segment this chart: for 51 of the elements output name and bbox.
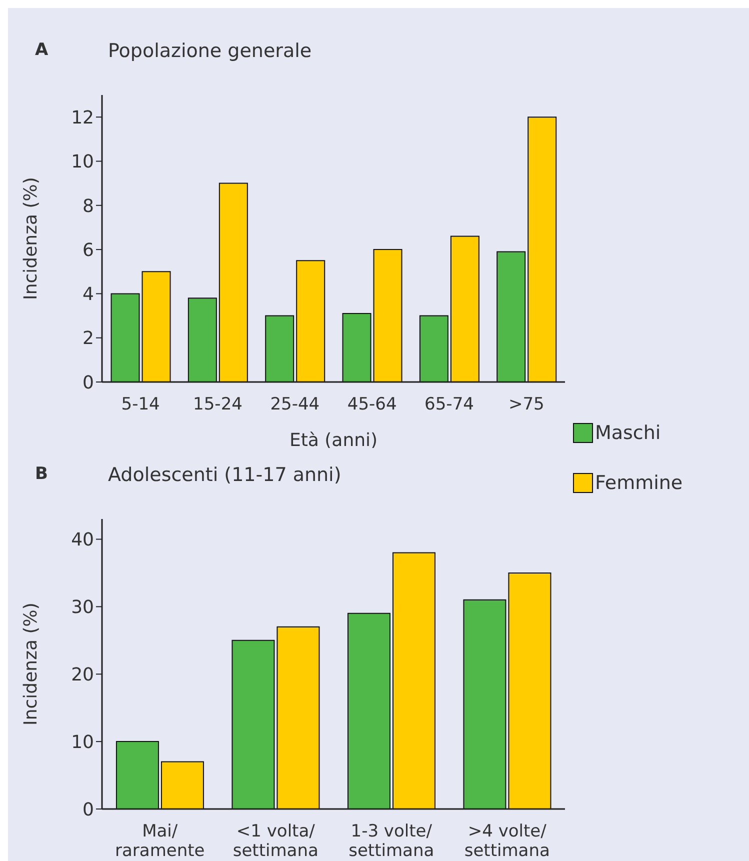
x-tick-label: Mai/ raramente — [115, 821, 205, 861]
bar — [142, 271, 171, 382]
bar — [342, 313, 372, 382]
bar — [508, 572, 552, 809]
y-tick-label: 30 — [71, 597, 94, 618]
bar — [528, 116, 557, 382]
bar — [450, 236, 480, 382]
bar — [116, 741, 159, 809]
bar — [296, 260, 326, 382]
x-tick-label: 1-3 volte/ settimana — [348, 821, 434, 861]
x-tick-label: >4 volte/ settimana — [464, 821, 550, 861]
bar — [160, 761, 204, 809]
bar — [496, 251, 526, 382]
bar — [463, 599, 506, 809]
bar — [188, 298, 217, 382]
chart-title: Popolazione generale — [108, 40, 312, 62]
x-tick-label: 15-24 — [193, 394, 242, 414]
x-tick-label: 5-14 — [121, 394, 160, 414]
legend-label: Femmine — [595, 472, 683, 494]
y-tick-label: 8 — [82, 196, 94, 217]
y-tick-label: 40 — [71, 530, 94, 551]
x-axis-title: Età (anni) — [289, 430, 378, 451]
bar — [419, 315, 448, 382]
y-tick-label: 10 — [71, 732, 94, 753]
bar — [392, 552, 436, 809]
y-axis-title: Incidenza (%) — [20, 602, 42, 726]
legend-label: Maschi — [595, 422, 661, 444]
y-tick-label: 2 — [82, 328, 94, 350]
y-tick-label: 12 — [71, 107, 94, 128]
x-tick-label: <1 volta/ settimana — [232, 821, 318, 861]
x-tick-label: 65-74 — [424, 394, 474, 414]
y-tick-label: 0 — [82, 372, 94, 394]
x-tick-label: 45-64 — [347, 394, 397, 414]
y-tick-label: 10 — [71, 152, 94, 173]
y-tick-label: 20 — [71, 664, 94, 686]
text: B — [35, 464, 48, 484]
y-tick-label: 0 — [82, 799, 94, 820]
bar — [218, 182, 248, 382]
bar — [110, 293, 140, 382]
bar — [232, 640, 275, 809]
bar — [265, 315, 294, 382]
bar — [276, 626, 320, 809]
y-tick-label: 6 — [82, 240, 94, 261]
text: A — [35, 40, 48, 60]
y-tick-label: 4 — [82, 284, 94, 306]
bar — [373, 249, 402, 382]
x-tick-label: 25-44 — [270, 394, 320, 414]
x-tick-label: >75 — [508, 394, 544, 414]
y-axis-title: Incidenza (%) — [20, 177, 42, 300]
chart-title: Adolescenti (11-17 anni) — [108, 464, 342, 486]
bar — [347, 612, 390, 809]
